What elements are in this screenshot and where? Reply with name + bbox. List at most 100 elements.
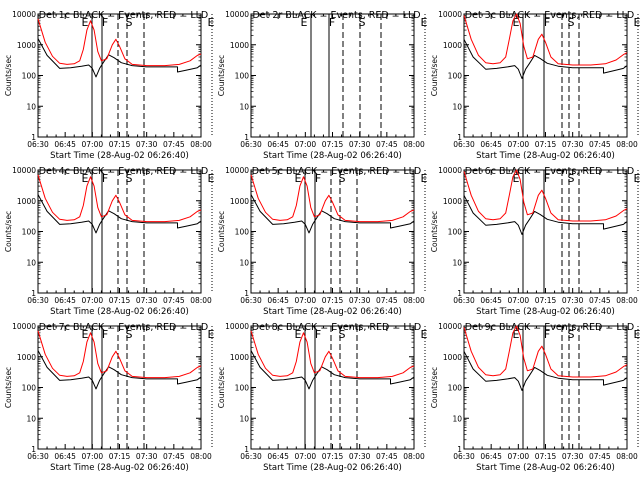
y-tick-label: 10 — [26, 258, 36, 267]
y-tick-label: 10000 — [225, 10, 249, 19]
y-axis-label: Counts/sec — [430, 211, 439, 252]
y-tick-label: 100 — [448, 72, 463, 81]
x-tick-label: 06:30 — [240, 140, 262, 149]
event-marker-label: S — [359, 16, 366, 29]
event-marker-label: E — [634, 328, 640, 341]
black-events-series — [463, 351, 628, 391]
y-tick-label: 10000 — [438, 10, 462, 19]
event-marker-label: E — [513, 16, 520, 29]
y-tick-label: 100 — [22, 228, 37, 237]
event-marker-label: F — [102, 16, 108, 29]
x-tick-label: 06:30 — [27, 140, 49, 149]
x-tick-label: 07:45 — [589, 452, 611, 461]
event-marker-label: F — [102, 172, 108, 185]
event-marker-label: E — [513, 328, 520, 341]
event-marker-label: E — [421, 16, 428, 29]
x-tick-label: 06:45 — [480, 140, 502, 149]
plot-frame — [37, 169, 202, 294]
y-tick-label: 100 — [22, 72, 37, 81]
x-axis-label: Start Time (28-Aug-02 06:26:40) — [50, 307, 189, 317]
y-tick-label: 10000 — [12, 166, 36, 175]
detector-panel: 1 10 100 1000 10000 06:30 06:45 07:00 07:15 07:30… — [4, 10, 215, 161]
y-tick-label: 10 — [26, 414, 36, 423]
detector-panel: 1 10 100 1000 10000 06:30 06:45 07:00 07:15 07:30… — [430, 166, 640, 317]
x-tick-label: 07:30 — [136, 296, 158, 305]
y-tick-label: 10000 — [12, 322, 36, 331]
x-tick-label: 07:00 — [82, 452, 104, 461]
y-tick-label: 10000 — [438, 166, 462, 175]
x-tick-label: 07:45 — [376, 296, 398, 305]
y-axis-label: Counts/sec — [4, 367, 13, 408]
x-tick-label: 07:30 — [562, 140, 584, 149]
x-tick-label: 07:00 — [295, 296, 317, 305]
panel-title: Det 5c BLACK = Events, RED = LLD — [252, 166, 421, 177]
panel-title: Det 8c BLACK = Events, RED = LLD — [252, 322, 421, 333]
x-tick-label: 07:45 — [163, 296, 185, 305]
y-axis-label: Counts/sec — [217, 367, 226, 408]
plot-frame — [463, 169, 628, 294]
x-axis-label: Start Time (28-Aug-02 06:26:40) — [476, 307, 615, 317]
event-marker-label: F — [544, 16, 550, 29]
x-axis-label: Start Time (28-Aug-02 06:26:40) — [50, 151, 189, 161]
event-marker-label: E — [208, 16, 215, 29]
x-tick-label: 08:00 — [616, 452, 638, 461]
y-tick-label: 100 — [448, 228, 463, 237]
y-tick-label: 10 — [239, 102, 249, 111]
x-tick-label: 07:30 — [349, 452, 371, 461]
event-marker-label: E — [295, 172, 302, 185]
event-marker-label: E — [295, 328, 302, 341]
event-marker-label: S — [568, 16, 575, 29]
detector-panel: 1 10 100 1000 10000 06:30 06:45 07:00 07:15 07:30… — [217, 166, 428, 317]
x-tick-label: 06:45 — [267, 452, 289, 461]
y-tick-label: 10000 — [225, 322, 249, 331]
x-tick-label: 06:30 — [453, 452, 475, 461]
y-tick-label: 1 — [244, 445, 249, 454]
x-axis-label: Start Time (28-Aug-02 06:26:40) — [263, 151, 402, 161]
x-tick-label: 07:00 — [508, 296, 530, 305]
event-marker-label: E — [301, 16, 308, 29]
x-tick-label: 06:45 — [480, 452, 502, 461]
x-tick-label: 06:30 — [453, 140, 475, 149]
y-tick-label: 1000 — [230, 41, 249, 50]
x-tick-label: 07:15 — [535, 452, 557, 461]
x-tick-label: 08:00 — [403, 140, 425, 149]
x-tick-label: 07:30 — [562, 296, 584, 305]
event-marker-label: E — [82, 16, 89, 29]
red-lld-series — [37, 18, 202, 67]
black-events-series — [37, 194, 202, 234]
y-tick-label: 1000 — [230, 353, 249, 362]
y-axis-label: Counts/sec — [217, 211, 226, 252]
y-tick-label: 1 — [457, 133, 462, 142]
y-tick-label: 1000 — [443, 353, 462, 362]
panel-title: Det 9c BLACK = Events, RED = LLD — [465, 322, 634, 333]
x-tick-label: 08:00 — [403, 296, 425, 305]
detector-panel: 1 10 100 1000 10000 06:30 06:45 07:00 07:15 07:30… — [217, 322, 428, 473]
black-events-series — [250, 194, 415, 234]
y-tick-label: 1 — [244, 289, 249, 298]
y-tick-label: 1000 — [443, 41, 462, 50]
x-tick-label: 07:45 — [589, 140, 611, 149]
event-marker-label: S — [339, 328, 346, 341]
detector-panel: 1 10 100 1000 10000 06:30 06:45 07:00 07:15 07:30… — [217, 10, 428, 161]
event-marker-label: E — [208, 172, 215, 185]
x-tick-label: 06:45 — [267, 296, 289, 305]
event-marker-label: S — [568, 328, 575, 341]
x-tick-label: 07:15 — [322, 140, 344, 149]
x-axis-label: Start Time (28-Aug-02 06:26:40) — [263, 463, 402, 473]
plot-frame — [37, 13, 202, 138]
x-tick-label: 07:15 — [322, 452, 344, 461]
x-tick-label: 07:15 — [535, 296, 557, 305]
detector-panel: 1 10 100 1000 10000 06:30 06:45 07:00 07:15 07:30… — [430, 10, 640, 161]
y-tick-label: 100 — [22, 384, 37, 393]
x-tick-label: 07:45 — [163, 452, 185, 461]
y-tick-label: 10 — [452, 258, 462, 267]
red-lld-series — [463, 13, 628, 66]
x-tick-label: 07:00 — [295, 140, 317, 149]
x-tick-label: 07:15 — [322, 296, 344, 305]
y-tick-label: 100 — [235, 228, 250, 237]
y-tick-label: 10 — [452, 414, 462, 423]
plot-frame — [463, 325, 628, 450]
x-tick-label: 07:45 — [163, 140, 185, 149]
y-tick-label: 1000 — [17, 353, 36, 362]
